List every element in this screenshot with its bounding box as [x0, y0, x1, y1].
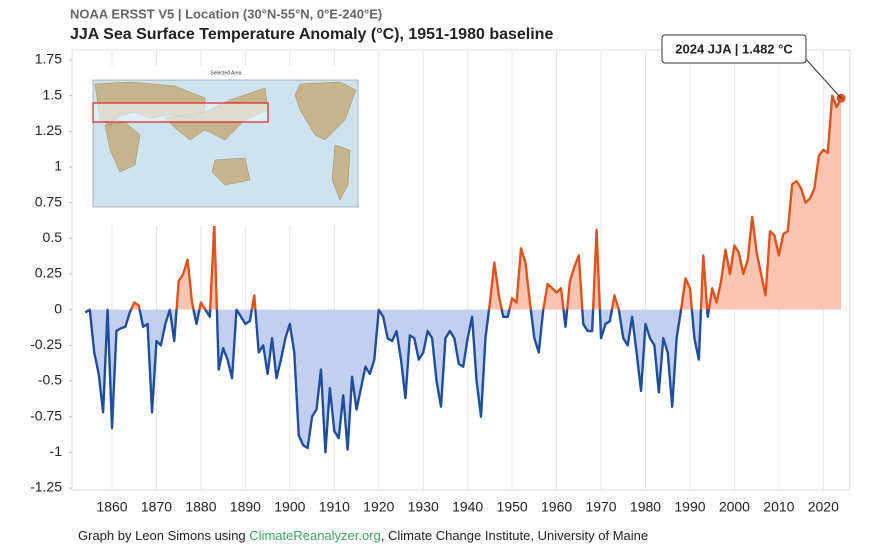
x-tick-label: 2000: [719, 499, 750, 515]
chart-subtitle: NOAA ERSST V5 | Location (30°N-55°N, 0°E…: [70, 6, 382, 21]
y-tick-label: 0.5: [43, 229, 63, 245]
x-tick-label: 1860: [96, 499, 127, 515]
y-tick-label: 0.25: [35, 265, 62, 281]
footer-prefix: Graph by Leon Simons using: [78, 528, 246, 543]
y-tick-label: 1.25: [35, 122, 62, 138]
x-tick-label: 1940: [452, 499, 483, 515]
annotation: 2024 JJA | 1.482 °C: [675, 41, 793, 56]
x-tick-label: 1970: [585, 499, 616, 515]
x-tick-label: 1930: [408, 499, 439, 515]
plot-frame: [71, 49, 851, 491]
x-tick-label: 1960: [541, 499, 572, 515]
y-tick-label: 0: [54, 300, 62, 316]
x-tick-label: 1880: [185, 499, 216, 515]
x-tick-label: 1950: [497, 499, 528, 515]
x-tick-label: 1980: [630, 499, 661, 515]
y-tick-label: 1.5: [43, 86, 63, 102]
line: [84, 94, 843, 454]
y-tick-label: -0.25: [30, 336, 62, 352]
x-tick-label: 1870: [141, 499, 172, 515]
x-tick-label: 1890: [230, 499, 261, 515]
x-tick-label: 1990: [674, 499, 705, 515]
inset-map: Selected Area: [80, 66, 363, 226]
annotation-leader: [804, 57, 842, 99]
plot-area: 1860 1870 1880 1890 1900 1910 1920 1930 1940 1950…: [30, 34, 851, 515]
x-tick-label: 2020: [808, 499, 839, 515]
x-tick-label: 1920: [363, 499, 394, 515]
y-tick-label: -1: [50, 443, 63, 459]
inset-selection: [92, 102, 269, 123]
y-tick-label: -0.75: [30, 407, 62, 423]
x-tick-label: 1900: [274, 499, 305, 515]
footer-suffix: , Climate Change Institute, University o…: [381, 528, 648, 543]
footer: Graph by Leon Simons using ClimateReanal…: [78, 528, 648, 543]
y-tick-label: 0.75: [35, 193, 62, 209]
x-tick-label: 1910: [319, 499, 350, 515]
y-tick-label: -0.5: [38, 372, 62, 388]
y-tick-label: -1.25: [30, 479, 62, 495]
annotation-box: [661, 34, 807, 64]
y-tick-label: 1.75: [35, 51, 62, 67]
inset-title: Selected Area: [210, 70, 241, 76]
footer-link[interactable]: ClimateReanalyzer.org: [249, 528, 381, 543]
chart-title: JJA Sea Surface Temperature Anomaly (°C)…: [70, 26, 553, 43]
y-tick-label: 1: [54, 158, 62, 174]
x-tick-label: 2010: [763, 499, 794, 515]
